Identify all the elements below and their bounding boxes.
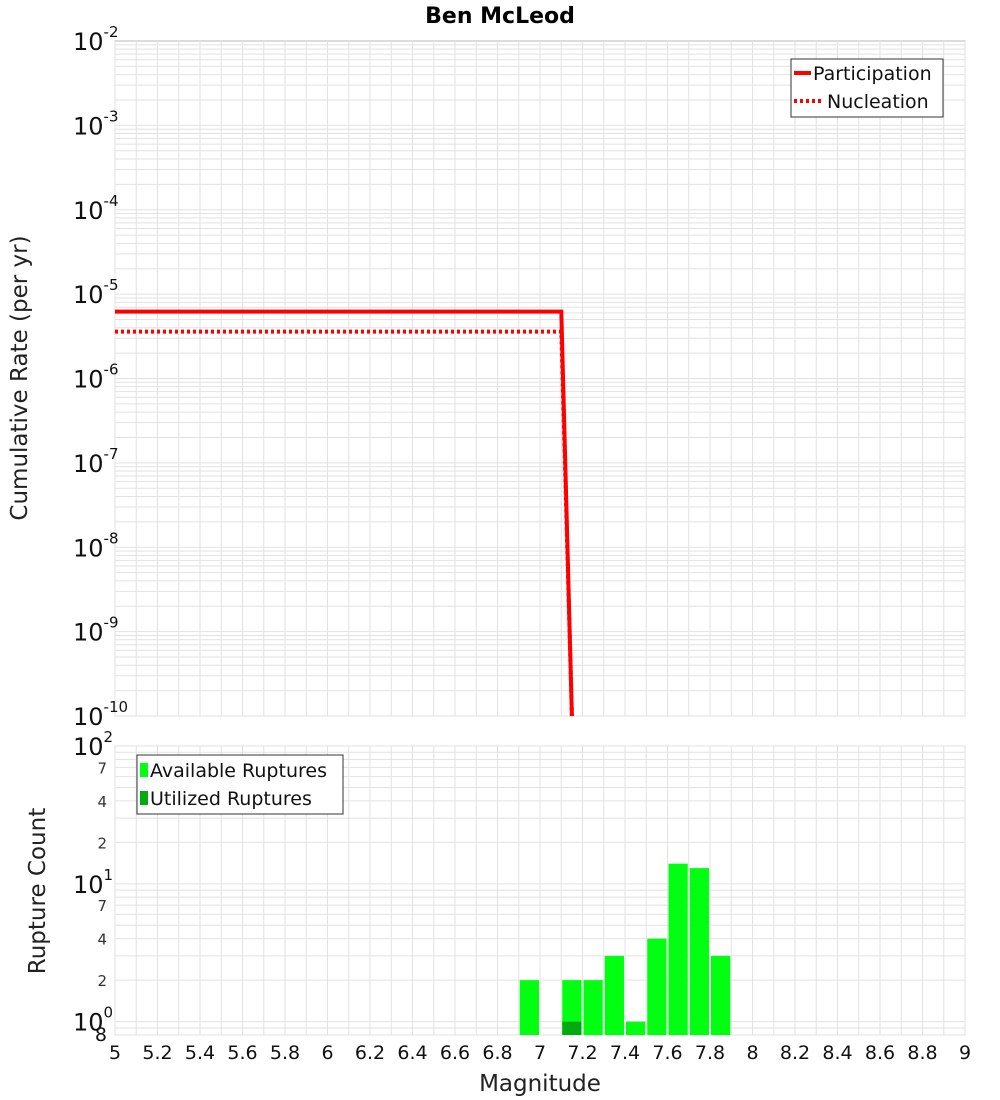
bottom-y-minor-tick-label: 4 xyxy=(97,931,107,949)
bottom-legend: Available Ruptures Utilized Ruptures xyxy=(136,754,344,815)
x-tick-label: 7.6 xyxy=(652,1042,682,1064)
top-grid xyxy=(114,41,966,717)
nucleation-legend-label: Nucleation xyxy=(827,91,929,113)
available-legend-swatch xyxy=(140,763,148,777)
top-series xyxy=(115,309,574,717)
x-tick-label: 6.6 xyxy=(440,1042,470,1064)
top-y-tick-label: 10-6 xyxy=(73,361,119,394)
utilized-rupture-bar xyxy=(562,1021,582,1035)
available-legend-label: Available Ruptures xyxy=(150,760,327,782)
top-y-tick-label: 10-8 xyxy=(73,529,119,562)
chart-title: Ben McLeod xyxy=(425,4,575,29)
participation-legend-label: Participation xyxy=(813,63,932,85)
available-rupture-bar xyxy=(668,863,688,1035)
bottom-y-minor-tick-label: 7 xyxy=(97,759,107,777)
x-tick-label: 5 xyxy=(109,1042,121,1064)
x-axis-label: Magnitude xyxy=(479,1071,601,1097)
available-rupture-bar xyxy=(519,980,539,1035)
bottom-y-minor-tick-label: 4 xyxy=(97,793,107,811)
x-tick-label: 6 xyxy=(321,1042,333,1064)
bottom-y-minor-tick-label: 2 xyxy=(97,972,107,990)
x-tick-label: 8.4 xyxy=(822,1042,852,1064)
utilized-legend-swatch xyxy=(140,791,148,805)
bottom-y-minor-tick-label: 7 xyxy=(97,897,107,915)
available-rupture-bar xyxy=(647,938,667,1035)
x-tick-label: 8.6 xyxy=(865,1042,895,1064)
x-tick-label: 5.4 xyxy=(185,1042,215,1064)
top-y-tick-label: 10-9 xyxy=(73,614,119,647)
available-rupture-bar xyxy=(604,955,624,1035)
top-y-tick-label: 10-10 xyxy=(73,698,128,731)
top-legend: Participation Nucleation xyxy=(790,58,944,118)
bottom-y-minor-tick-label: 8 xyxy=(95,1024,107,1046)
bottom-y-tick-label: 101 xyxy=(73,866,113,899)
available-rupture-bar xyxy=(626,1021,646,1035)
x-axis-ticks: 5 5.2 5.4 5.6 5.8 6 6.2 6.4 6.6 6.8 7 7.2 7.4 7.6 7.8 8… xyxy=(109,1042,971,1064)
top-y-ticks: 10-2 10-3 10-4 10-5 10-6 10-7 10-8 10-9 10-10 xyxy=(73,23,128,731)
bottom-legend-box xyxy=(136,754,344,815)
x-tick-label: 6.2 xyxy=(355,1042,385,1064)
x-tick-label: 8 xyxy=(746,1042,758,1064)
top-y-axis-label: Cumulative Rate (per yr) xyxy=(7,235,33,520)
nucleation-line xyxy=(115,329,574,717)
bottom-y-ticks: 102 101 100 7 4 2 7 4 2 8 xyxy=(73,728,113,1046)
top-panel: 10-2 10-3 10-4 10-5 10-6 10-7 10-8 10-9 10-10 Cu… xyxy=(7,23,966,731)
x-tick-label: 7.2 xyxy=(567,1042,597,1064)
x-tick-label: 7.8 xyxy=(695,1042,725,1064)
bottom-y-axis-label: Rupture Count xyxy=(25,808,51,974)
bottom-y-tick-label: 100 xyxy=(73,1004,113,1037)
x-tick-label: 6.4 xyxy=(397,1042,427,1064)
top-legend-box xyxy=(790,58,944,118)
bottom-y-minor-tick-label: 2 xyxy=(97,834,107,852)
x-tick-label: 7 xyxy=(534,1042,546,1064)
bottom-y-tick-label: 102 xyxy=(73,728,113,761)
bottom-panel: 102 101 100 7 4 2 7 4 2 8 5 5.2 5.4 5.6 5.8 6 6.2 6.4 6.6… xyxy=(25,728,971,1097)
x-tick-label: 9 xyxy=(959,1042,971,1064)
x-tick-label: 5.8 xyxy=(270,1042,300,1064)
available-rupture-bar xyxy=(562,980,582,1035)
available-rupture-bar xyxy=(583,980,603,1035)
x-tick-label: 7.4 xyxy=(610,1042,640,1064)
x-tick-label: 5.2 xyxy=(142,1042,172,1064)
top-y-tick-label: 10-5 xyxy=(73,276,119,309)
x-tick-label: 8.8 xyxy=(907,1042,937,1064)
top-y-tick-label: 10-7 xyxy=(73,445,119,478)
x-tick-label: 6.8 xyxy=(482,1042,512,1064)
top-y-tick-label: 10-4 xyxy=(73,192,119,225)
top-y-tick-label: 10-2 xyxy=(73,23,119,56)
bottom-bars xyxy=(519,863,731,1035)
x-tick-label: 5.6 xyxy=(227,1042,257,1064)
available-rupture-bar xyxy=(689,868,709,1035)
participation-line xyxy=(115,309,574,717)
bottom-grid xyxy=(114,745,966,1036)
x-tick-label: 8.2 xyxy=(780,1042,810,1064)
available-rupture-bar xyxy=(711,955,731,1035)
utilized-legend-label: Utilized Ruptures xyxy=(150,788,312,810)
top-y-tick-label: 10-3 xyxy=(73,107,119,140)
